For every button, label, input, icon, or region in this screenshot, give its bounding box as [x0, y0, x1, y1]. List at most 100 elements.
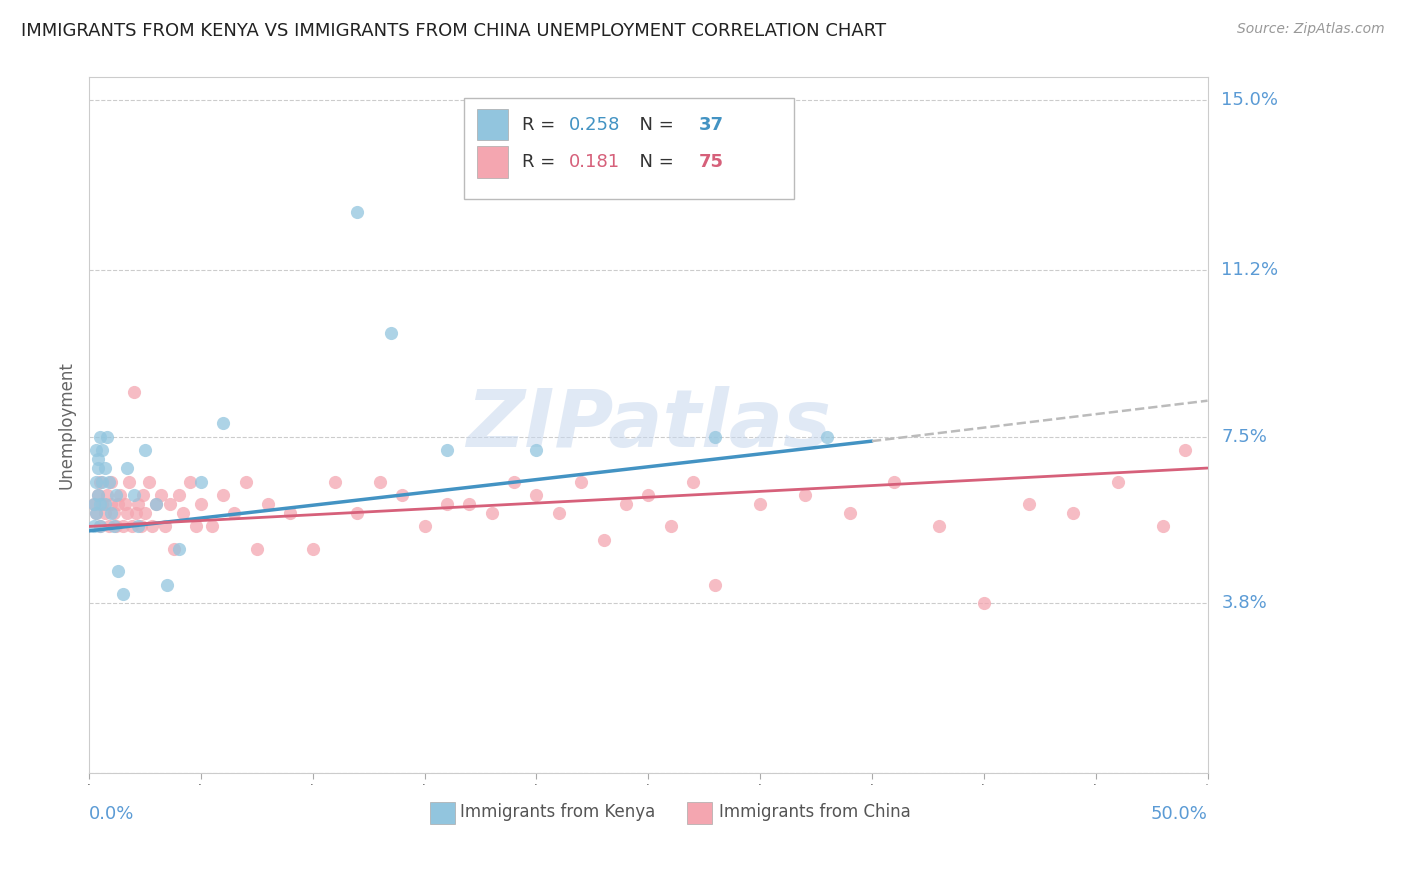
Point: [503, 475, 526, 489]
Point: [114, 497, 136, 511]
Point: [132, 488, 155, 502]
Point: [592, 533, 614, 547]
Point: [159, 497, 181, 511]
Point: [704, 578, 727, 592]
Text: Immigrants from China: Immigrants from China: [718, 803, 911, 821]
Point: [145, 497, 167, 511]
Point: [89, 519, 111, 533]
Point: [83, 497, 105, 511]
Point: [190, 475, 212, 489]
Bar: [477, 146, 509, 178]
Point: [129, 519, 152, 533]
Point: [100, 506, 122, 520]
Text: N =: N =: [628, 153, 679, 171]
Point: [98, 519, 121, 533]
Point: [172, 506, 194, 520]
Point: [838, 506, 860, 520]
Point: [380, 326, 402, 341]
Point: [301, 541, 323, 556]
Point: [323, 475, 346, 489]
Point: [526, 488, 548, 502]
Point: [526, 443, 548, 458]
Point: [87, 461, 110, 475]
Point: [93, 461, 115, 475]
Point: [89, 519, 111, 533]
Point: [111, 519, 134, 533]
Point: [115, 506, 138, 520]
Point: [91, 497, 114, 511]
Point: [122, 488, 145, 502]
Point: [84, 443, 107, 458]
Point: [212, 416, 235, 430]
Text: 0.0%: 0.0%: [89, 805, 135, 822]
Point: [815, 429, 838, 443]
Point: [83, 519, 105, 533]
Point: [1152, 519, 1174, 533]
Point: [127, 519, 149, 533]
Point: [167, 488, 190, 502]
Point: [84, 506, 107, 520]
Point: [89, 497, 111, 511]
Point: [93, 506, 115, 520]
Point: [84, 506, 107, 520]
Point: [125, 506, 148, 520]
Text: 15.0%: 15.0%: [1222, 91, 1278, 109]
Text: 3.8%: 3.8%: [1222, 594, 1267, 612]
Point: [637, 488, 659, 502]
Point: [107, 497, 129, 511]
Text: ZIPatlas: ZIPatlas: [465, 386, 831, 465]
Text: 7.5%: 7.5%: [1222, 427, 1267, 446]
Point: [110, 488, 132, 502]
Text: 37: 37: [699, 116, 724, 134]
Point: [163, 541, 186, 556]
Point: [84, 475, 107, 489]
Point: [1107, 475, 1129, 489]
Point: [87, 488, 110, 502]
Point: [1018, 497, 1040, 511]
Point: [122, 384, 145, 399]
Point: [89, 475, 111, 489]
Point: [186, 519, 208, 533]
Point: [89, 429, 111, 443]
Point: [280, 506, 302, 520]
Point: [793, 488, 815, 502]
FancyBboxPatch shape: [464, 98, 793, 199]
Point: [928, 519, 950, 533]
Point: [212, 488, 235, 502]
Point: [1062, 506, 1084, 520]
Point: [179, 475, 201, 489]
Bar: [430, 802, 454, 824]
Point: [103, 519, 125, 533]
Text: 11.2%: 11.2%: [1222, 261, 1278, 279]
Point: [87, 488, 110, 502]
Text: 0.258: 0.258: [569, 116, 620, 134]
Point: [1174, 443, 1197, 458]
Point: [104, 488, 127, 502]
Point: [91, 443, 114, 458]
Point: [257, 497, 280, 511]
Point: [201, 519, 224, 533]
Point: [246, 541, 269, 556]
Text: 75: 75: [699, 153, 724, 171]
Point: [134, 506, 156, 520]
Point: [118, 475, 141, 489]
Bar: [477, 109, 509, 140]
Point: [973, 596, 995, 610]
Point: [134, 443, 156, 458]
Text: Immigrants from Kenya: Immigrants from Kenya: [460, 803, 655, 821]
Point: [103, 506, 125, 520]
Point: [481, 506, 503, 520]
Point: [235, 475, 257, 489]
Point: [569, 475, 592, 489]
Point: [436, 497, 458, 511]
Text: N =: N =: [628, 116, 679, 134]
Point: [93, 497, 115, 511]
Point: [87, 452, 110, 467]
Text: 50.0%: 50.0%: [1150, 805, 1208, 822]
Point: [436, 443, 458, 458]
Point: [156, 578, 179, 592]
Point: [104, 519, 127, 533]
Point: [121, 519, 143, 533]
Point: [96, 429, 118, 443]
Text: IMMIGRANTS FROM KENYA VS IMMIGRANTS FROM CHINA UNEMPLOYMENT CORRELATION CHART: IMMIGRANTS FROM KENYA VS IMMIGRANTS FROM…: [21, 22, 886, 40]
